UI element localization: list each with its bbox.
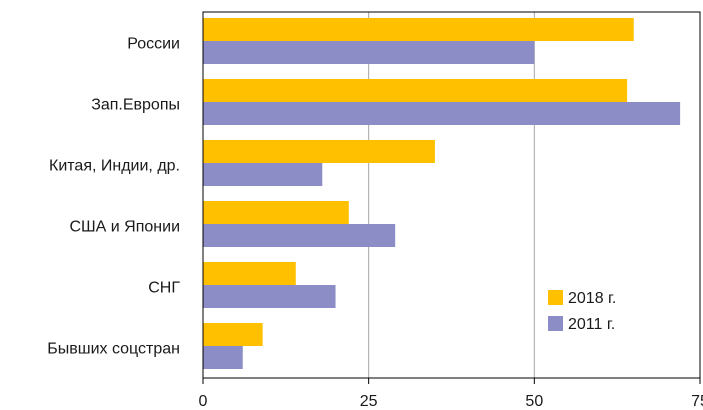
legend-label-2011: 2011 г. [568, 316, 615, 333]
bar-2011-0 [203, 41, 535, 64]
x-tick-label: 50 [525, 393, 543, 410]
category-labels: России Зап.Европы Китая, Индии, др. США и Я… [47, 36, 180, 358]
x-tick-label: 0 [199, 393, 208, 410]
x-axis-ticks: 0 25 50 75 [199, 378, 703, 410]
category-label: СНГ [148, 280, 180, 297]
plot-area-frame [202, 11, 701, 379]
legend-swatch-2011 [548, 316, 563, 331]
bars [203, 18, 681, 369]
legend-label-2018: 2018 г. [568, 290, 616, 307]
category-label: США и Японии [69, 219, 180, 236]
bar-2018-2 [203, 140, 435, 163]
bar-2018-5 [203, 323, 263, 346]
category-label: Китая, Индии, др. [49, 158, 180, 175]
bar-2018-4 [203, 262, 296, 285]
legend-swatch-2018 [548, 290, 563, 305]
x-tick-label: 25 [360, 393, 378, 410]
category-label: России [127, 36, 180, 53]
bar-2018-1 [203, 79, 628, 102]
bar-2011-1 [203, 102, 681, 125]
bar-2018-3 [203, 201, 349, 224]
category-label: Бывших соцстран [47, 341, 180, 358]
gridlines [368, 12, 701, 378]
legend: 2018 г. 2011 г. [548, 290, 616, 333]
bar-2011-3 [203, 224, 396, 247]
bar-2011-4 [203, 285, 336, 308]
bar-2011-5 [203, 346, 243, 369]
bar-2018-0 [203, 18, 634, 41]
category-label: Зап.Европы [91, 97, 180, 114]
bar-2011-2 [203, 163, 323, 186]
x-tick-label: 75 [691, 393, 703, 410]
